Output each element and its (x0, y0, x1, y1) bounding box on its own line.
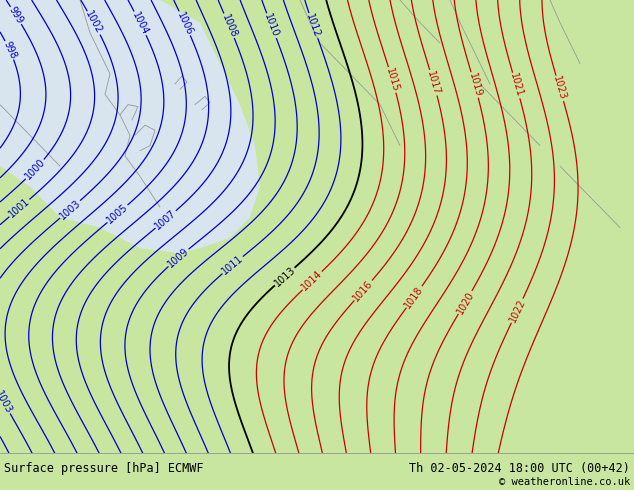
Text: 1003: 1003 (0, 389, 14, 415)
Text: 1010: 1010 (262, 12, 281, 39)
Text: 999: 999 (7, 5, 25, 26)
Text: 1008: 1008 (220, 12, 238, 39)
Text: 1007: 1007 (153, 208, 178, 231)
Text: 1016: 1016 (351, 278, 375, 303)
Text: 1014: 1014 (300, 269, 325, 293)
Text: 1011: 1011 (220, 253, 245, 277)
Text: 1022: 1022 (507, 297, 527, 324)
Text: 1006: 1006 (175, 10, 195, 37)
Text: 1012: 1012 (304, 12, 322, 39)
Text: 1001: 1001 (7, 196, 32, 220)
Text: 1003: 1003 (58, 197, 82, 221)
Text: 1009: 1009 (166, 246, 191, 270)
Text: 1021: 1021 (508, 73, 524, 98)
Text: 1015: 1015 (384, 67, 401, 93)
Text: 1004: 1004 (130, 10, 150, 36)
Text: 1002: 1002 (84, 10, 104, 36)
Text: © weatheronline.co.uk: © weatheronline.co.uk (499, 477, 630, 487)
Text: 1020: 1020 (455, 289, 476, 316)
Text: 1013: 1013 (272, 265, 297, 289)
Text: 1019: 1019 (467, 72, 483, 98)
Text: 1023: 1023 (552, 75, 568, 101)
Text: 1018: 1018 (403, 284, 425, 310)
Text: 1005: 1005 (105, 202, 130, 225)
Text: Surface pressure [hPa] ECMWF: Surface pressure [hPa] ECMWF (4, 462, 204, 475)
Text: 1017: 1017 (425, 70, 442, 96)
Polygon shape (0, 0, 260, 253)
Text: 998: 998 (1, 40, 18, 61)
Text: 1000: 1000 (23, 157, 47, 182)
Text: Th 02-05-2024 18:00 UTC (00+42): Th 02-05-2024 18:00 UTC (00+42) (409, 462, 630, 475)
